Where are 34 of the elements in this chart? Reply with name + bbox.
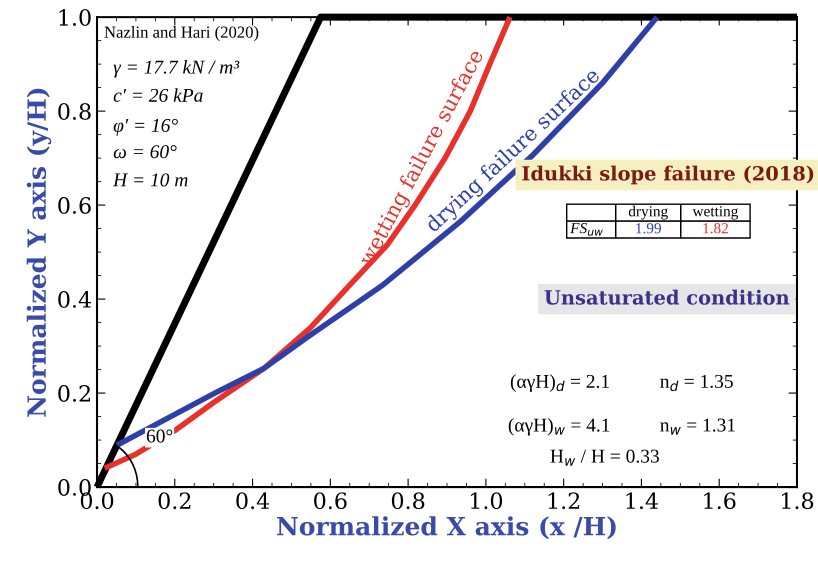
x-axis-title: Normalized X axis (x /H)	[277, 516, 616, 540]
y-tick-label: 0.6	[58, 197, 91, 214]
x-tick-label: 1.2	[548, 492, 580, 510]
y-tick-label: 0.4	[58, 291, 92, 308]
x-tick-label: 0.6	[314, 492, 347, 510]
annotation: c′ = 26 kPa	[114, 88, 203, 102]
x-tick-label: 1.8	[782, 492, 814, 510]
annotation: ω = 60°	[114, 145, 177, 158]
annotation: (αγH)$_{w}$ = 4.1	[508, 418, 610, 436]
annotation: 1.82	[703, 223, 728, 234]
annotation: Nazlin and Hari (2020)	[104, 26, 258, 42]
x-tick-label: 1.4	[626, 492, 658, 510]
annotation: φ′ = 16°	[114, 118, 178, 136]
y-tick-label: 0.8	[58, 103, 91, 120]
x-tick-label: 0.2	[158, 492, 190, 510]
y-tick-label: 0.2	[58, 385, 90, 402]
annotation: γ = 17.7 kN / m³	[113, 60, 240, 78]
y-axis-title: Normalized Y axis (y/H)	[26, 88, 52, 417]
annotation: n$_{d}$ = 1.35	[660, 374, 733, 392]
annotation: n$_{w}$ = 1.31	[660, 418, 735, 435]
annotation: H = 10 m	[112, 173, 188, 186]
annotation: drying	[628, 206, 668, 220]
annotation: wetting	[692, 206, 738, 220]
annotation: 1.99	[636, 223, 661, 234]
annotation: FS$_{uw}$	[570, 222, 603, 236]
x-tick-label: 0.8	[392, 492, 424, 510]
x-tick-label: 1.6	[704, 492, 736, 510]
x-tick-label: 0.4	[236, 492, 270, 510]
y-tick-label: 1.0	[60, 9, 91, 26]
annotation: 60°	[146, 429, 172, 443]
annotation: Unsaturated condition	[544, 290, 790, 305]
annotation: H$_{w}$ / H = 0.33	[550, 450, 659, 466]
annotation: (αγH)$_{d}$ = 2.1	[510, 374, 609, 392]
x-tick-label: 1.0	[470, 492, 502, 510]
